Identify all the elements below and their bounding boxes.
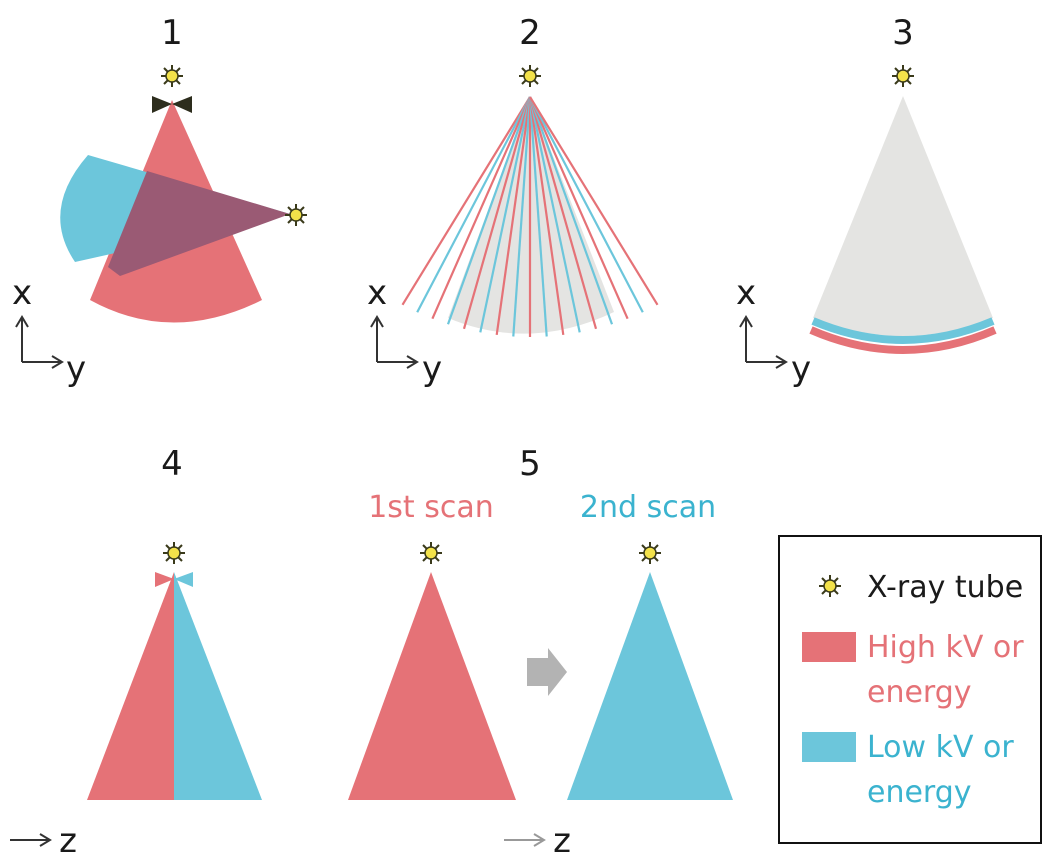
legend-tube-label: X-ray tube [867, 570, 1023, 605]
first-scan-beam [348, 572, 516, 800]
panel-number-2: 2 [519, 13, 541, 53]
panel-5: 5 1st scan 2nd scan z [348, 444, 733, 854]
panel-2: 2 x y [367, 13, 659, 389]
legend-box [778, 535, 1042, 844]
high-energy-ray [528, 96, 565, 336]
panel-1: 1 x y [12, 13, 308, 389]
detector-fan [813, 96, 993, 336]
legend-high-swatch [802, 632, 856, 662]
low-energy-ray [446, 96, 532, 325]
filter-low-icon [174, 572, 193, 587]
low-energy-ray [416, 96, 531, 313]
axis-arrows [739, 315, 788, 369]
panel-4: 4 z [10, 444, 262, 854]
legend-high-label-line1: High kV or [867, 630, 1024, 665]
low-energy-ray [479, 96, 532, 333]
panel-number-3: 3 [892, 13, 914, 53]
axis-label-z: z [553, 821, 571, 854]
high-energy-ray [495, 96, 532, 336]
high-energy-ray [529, 96, 659, 306]
axis-indicator: x y [736, 273, 811, 389]
low-energy-ray [528, 96, 614, 325]
second-scan-label: 2nd scan [580, 490, 716, 525]
xray-tube-icon [638, 541, 662, 565]
axis-label-z: z [59, 821, 77, 854]
panel-number-4: 4 [161, 444, 183, 484]
low-energy-detector-layer [811, 317, 995, 344]
axis-label-y: y [422, 349, 442, 389]
second-scan-beam [567, 572, 733, 800]
xray-tube-icon [518, 64, 542, 88]
high-energy-ray [462, 96, 532, 330]
xray-tube-icon [284, 203, 308, 227]
first-scan-label: 1st scan [368, 490, 494, 525]
axis-arrow [10, 833, 52, 847]
axis-arrows [370, 315, 419, 369]
filter-high-icon [155, 572, 174, 587]
legend-low-swatch [802, 732, 856, 762]
legend-high-label-line2: energy [867, 675, 972, 710]
panel-number-1: 1 [161, 13, 183, 53]
axis-arrows [15, 315, 64, 369]
overlap-region [108, 171, 290, 276]
xray-tube-icon [160, 64, 184, 88]
axis-indicator: x y [367, 273, 442, 389]
axis-indicator: z [10, 821, 77, 854]
axis-arrow [504, 833, 546, 847]
legend-low-label-line2: energy [867, 775, 972, 810]
interleaved-rays [401, 96, 659, 337]
high-energy-ray [401, 96, 531, 306]
xray-tube-icon [818, 574, 842, 598]
axis-indicator: x y [12, 273, 86, 389]
low-energy-ray [528, 96, 548, 337]
legend: X-ray tube High kV or energy Low kV or e… [778, 535, 1042, 844]
axis-label-y: y [66, 349, 86, 389]
axis-indicator: z [504, 821, 571, 854]
collimator-icon [152, 96, 192, 113]
high-energy-detector-layer [809, 326, 997, 354]
axis-label-y: y [791, 349, 811, 389]
high-energy-half-beam [87, 572, 174, 800]
high-energy-ray [431, 96, 532, 320]
xray-tube-icon [891, 64, 915, 88]
low-energy-ray [528, 96, 581, 333]
high-energy-ray [528, 96, 629, 320]
axis-label-x: x [367, 273, 387, 313]
low-energy-ray [512, 96, 532, 337]
panel-3: 3 x y [736, 13, 997, 389]
legend-low-label-line1: Low kV or [867, 730, 1014, 765]
panel-number-5: 5 [519, 444, 541, 484]
axis-label-x: x [736, 273, 756, 313]
axis-label-x: x [12, 273, 32, 313]
low-energy-ray [529, 96, 644, 313]
xray-tube-icon [162, 541, 186, 565]
high-energy-ray [528, 96, 598, 330]
low-energy-half-beam [174, 572, 262, 800]
sequence-arrow-icon [527, 648, 567, 696]
xray-tube-icon [419, 541, 443, 565]
